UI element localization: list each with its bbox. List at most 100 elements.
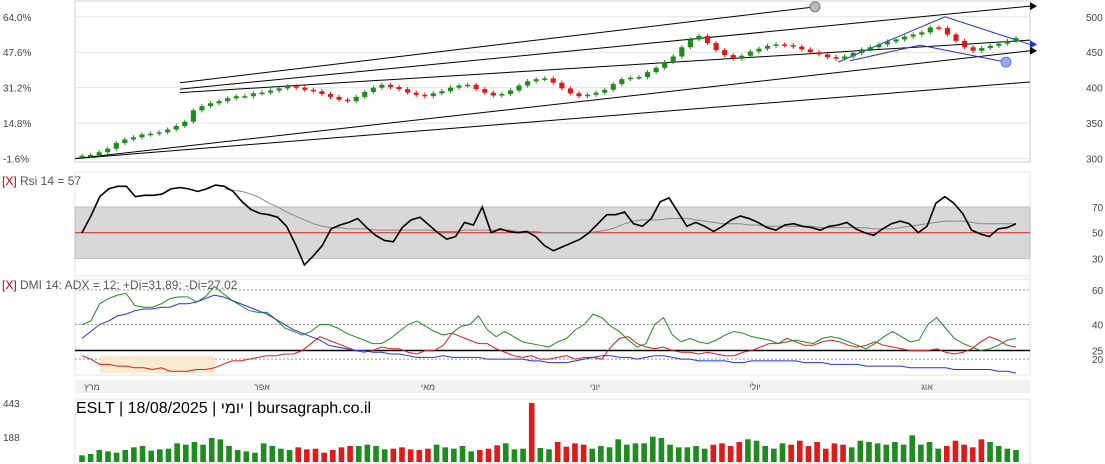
candle-body: [225, 98, 231, 102]
volume-bar: [122, 450, 129, 462]
candle-body: [413, 92, 419, 95]
candle-body: [439, 91, 445, 94]
candle-body: [473, 84, 479, 90]
candle-body: [927, 27, 933, 33]
candle-body: [139, 134, 145, 138]
candle-body: [370, 87, 376, 92]
volume-bar: [113, 452, 120, 462]
candle-body: [156, 132, 162, 134]
dmi-close-icon[interactable]: [X]: [2, 278, 17, 292]
candle-body: [250, 93, 256, 97]
volume-bar: [658, 438, 665, 462]
volume-bar: [1004, 448, 1011, 462]
volume-bar: [399, 447, 405, 462]
volume-bar: [796, 440, 803, 462]
candle-body: [96, 152, 102, 156]
candle-body: [867, 47, 873, 50]
candle-body: [790, 45, 796, 47]
candle-body: [816, 52, 822, 55]
volume-bar: [174, 443, 180, 462]
volume-bar: [165, 448, 172, 462]
candle-body: [910, 34, 916, 37]
candle-body: [970, 47, 976, 51]
volume-bar: [675, 447, 682, 462]
candle-body: [679, 47, 685, 57]
volume-bar: [701, 448, 708, 462]
candle-body: [396, 86, 402, 90]
volume-bar: [848, 447, 855, 462]
candle-body: [216, 101, 222, 104]
volume-bar: [191, 442, 198, 462]
volume-bar: [494, 445, 500, 462]
candle-body: [987, 45, 993, 48]
volume-bar: [520, 448, 526, 462]
candle-body: [576, 93, 582, 97]
volume-bar: [485, 448, 492, 462]
rsi-close-icon[interactable]: [X]: [2, 174, 17, 188]
candle-body: [242, 96, 248, 98]
candle-body: [602, 89, 608, 93]
candle-body: [1004, 40, 1011, 44]
volume-bar: [995, 446, 1002, 462]
pattern-anchor-dot: [1000, 56, 1012, 68]
price-right-tick: 400: [1086, 84, 1103, 95]
volume-tick: 443: [3, 399, 20, 410]
candle-body: [773, 44, 779, 46]
candle-body: [670, 56, 676, 63]
adx-line: [81, 294, 1017, 374]
candle-body: [336, 96, 342, 100]
volume-tick: 188: [3, 433, 20, 444]
month-label: מרץ: [84, 382, 100, 392]
volume-bar: [892, 442, 898, 462]
volume-bar: [502, 443, 509, 462]
volume-bar: [278, 448, 284, 462]
volume-bar: [139, 446, 146, 462]
volume-bar: [105, 451, 111, 462]
rsi-tick: 50: [1092, 229, 1104, 240]
volume-bar: [96, 450, 103, 462]
candle-body: [610, 84, 616, 90]
volume-bar: [468, 451, 474, 462]
volume-bar: [131, 447, 137, 462]
candle-body: [902, 36, 908, 40]
candle-body: [276, 88, 282, 91]
volume-bar: [373, 446, 379, 462]
candle-body: [173, 125, 179, 130]
trend-anchor-dot: [809, 1, 821, 13]
candle-body: [362, 91, 368, 97]
volume-bar: [407, 449, 414, 462]
candle-body: [130, 137, 136, 140]
candle-body: [327, 94, 334, 97]
candle-body: [653, 67, 659, 73]
volume-bar: [528, 402, 535, 462]
candle-body: [165, 129, 171, 133]
candle-body: [507, 90, 514, 95]
volume-bar: [477, 450, 483, 462]
volume-bar: [425, 448, 431, 462]
volume-bar: [364, 444, 371, 462]
volume-bar: [598, 446, 604, 462]
candle-body: [550, 78, 556, 83]
trend-line: [74, 50, 1031, 160]
candle-body: [259, 92, 265, 95]
volume-bar: [511, 449, 518, 462]
dmi-tick: 25: [1092, 347, 1104, 358]
candle-body: [662, 62, 668, 68]
candle-body: [1013, 38, 1019, 41]
volume-bar: [157, 449, 163, 462]
volume-bar: [433, 444, 440, 462]
volume-bar: [822, 448, 829, 462]
candle-body: [687, 39, 693, 48]
candle-body: [353, 96, 359, 102]
dmi-panel: [74, 278, 1031, 376]
candle-body: [387, 84, 394, 87]
volume-bar: [580, 444, 587, 462]
volume-bar: [969, 447, 976, 462]
candle-body: [833, 57, 839, 59]
candle-body: [285, 86, 291, 89]
candle-body: [310, 89, 316, 92]
rsi-tick: 70: [1092, 203, 1104, 214]
volume-bar: [451, 448, 457, 462]
pattern-arrow: [1030, 40, 1037, 49]
volume-bar: [987, 442, 993, 462]
